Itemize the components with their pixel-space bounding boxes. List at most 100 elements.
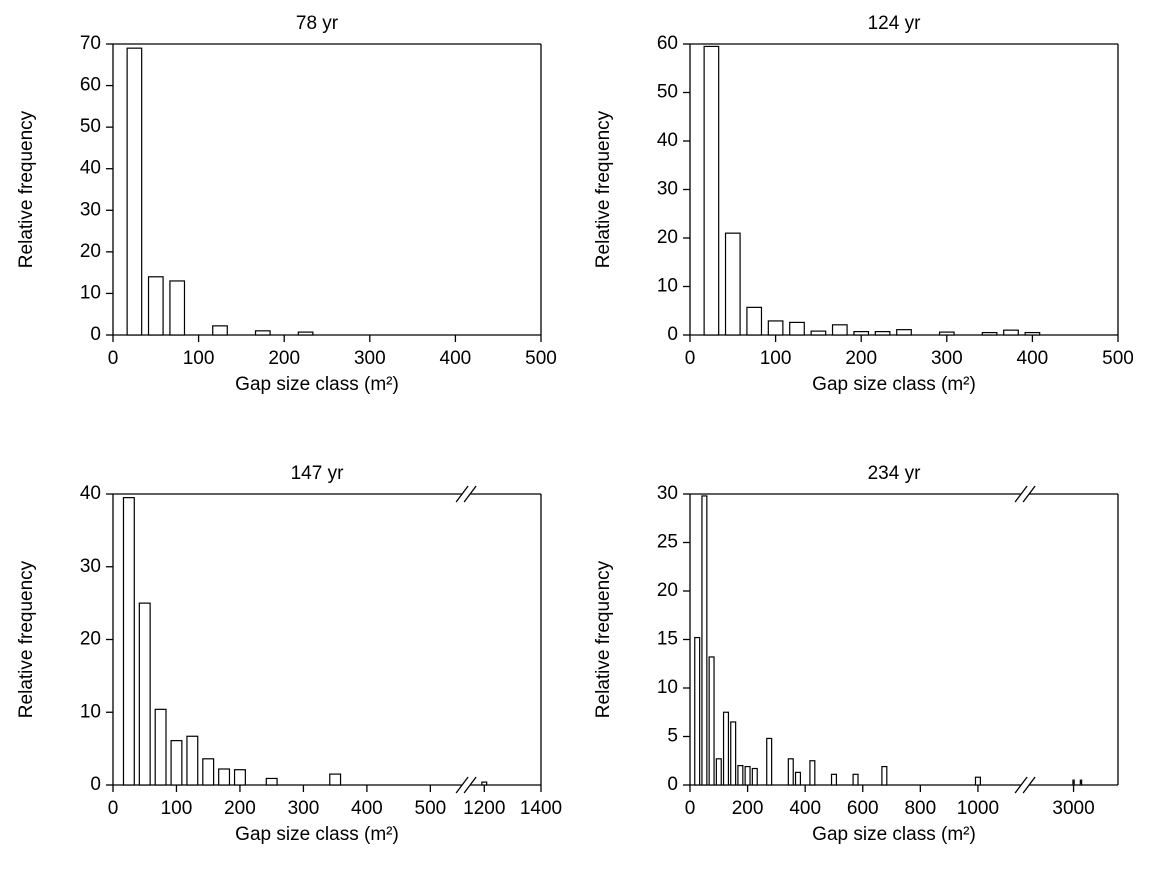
bar — [694, 636, 701, 786]
bar — [766, 737, 773, 786]
bar — [853, 331, 870, 336]
x-axis-label: Gap size class (m²) — [812, 824, 976, 845]
x-tick-label: 1200 — [463, 798, 505, 819]
y-tick-label: 10 — [80, 282, 101, 303]
y-axis-label: Relative frequency — [16, 110, 37, 268]
x-tick-label: 100 — [183, 348, 215, 369]
bar — [254, 330, 271, 336]
y-tick-label: 10 — [80, 701, 101, 722]
x-tick-label: 800 — [904, 798, 936, 819]
bar — [809, 760, 816, 786]
x-tick-label: 400 — [789, 798, 821, 819]
y-tick-label: 30 — [657, 483, 678, 504]
bar — [981, 331, 998, 336]
y-tick-label: 0 — [90, 774, 101, 795]
y-tick-label: 30 — [657, 179, 678, 200]
x-tick-label: 0 — [108, 348, 119, 369]
bar — [787, 758, 794, 786]
bar — [233, 769, 246, 786]
y-tick-label: 30 — [80, 556, 101, 577]
y-tick-label: 50 — [657, 82, 678, 103]
y-tick-label: 60 — [657, 33, 678, 54]
chart-title: 124 yr — [868, 13, 921, 34]
y-tick-label: 60 — [80, 75, 101, 96]
x-tick-label: 0 — [685, 798, 696, 819]
y-tick-label: 0 — [90, 324, 101, 345]
axis-break — [1014, 485, 1028, 503]
bar — [329, 773, 342, 786]
y-tick-label: 15 — [657, 629, 678, 650]
y-tick-label: 40 — [80, 483, 101, 504]
bar — [202, 758, 215, 786]
x-tick-label: 200 — [224, 798, 256, 819]
bar — [265, 777, 278, 786]
y-tick-label: 20 — [657, 227, 678, 248]
x-tick-label: 500 — [415, 798, 447, 819]
x-tick-label: 1400 — [520, 798, 562, 819]
y-axis-label: Relative frequency — [593, 110, 614, 268]
x-axis-label: Gap size class (m²) — [235, 824, 399, 845]
bar — [1024, 331, 1041, 336]
bar — [767, 320, 784, 336]
bar — [481, 781, 488, 786]
chart-title: 78 yr — [296, 13, 339, 34]
x-tick-label: 100 — [161, 798, 193, 819]
y-tick-label: 5 — [667, 726, 678, 747]
bar — [722, 711, 730, 786]
bar — [896, 329, 912, 336]
bar — [810, 330, 827, 336]
bar — [794, 771, 802, 786]
bar — [297, 331, 314, 336]
axis-break — [1022, 776, 1036, 794]
y-tick-label: 20 — [80, 241, 101, 262]
y-tick-label: 40 — [80, 158, 101, 179]
axis-break — [1014, 776, 1028, 794]
x-tick-label: 300 — [931, 348, 963, 369]
bar — [938, 331, 955, 336]
y-tick-label: 70 — [80, 33, 101, 54]
bar — [852, 773, 859, 786]
x-tick-label: 0 — [685, 348, 696, 369]
bar — [789, 321, 805, 336]
x-tick-label: 400 — [1017, 348, 1049, 369]
bar — [724, 232, 741, 336]
y-tick-label: 0 — [667, 774, 678, 795]
x-tick-label: 100 — [760, 348, 792, 369]
x-tick-label: 300 — [354, 348, 386, 369]
bar — [744, 765, 751, 786]
y-tick-label: 25 — [657, 532, 678, 553]
y-tick-label: 10 — [657, 677, 678, 698]
x-tick-label: 500 — [525, 348, 557, 369]
bar — [147, 276, 164, 336]
axis-break — [463, 776, 477, 794]
axis-break — [1022, 485, 1036, 503]
bar — [703, 45, 720, 336]
y-axis-label: Relative frequency — [593, 560, 614, 718]
axis-break — [455, 485, 469, 503]
bar — [126, 47, 143, 336]
bar — [715, 758, 722, 786]
x-axis-label: Gap size class (m²) — [812, 374, 976, 395]
y-tick-label: 40 — [657, 130, 678, 151]
bar — [138, 602, 151, 786]
bar — [122, 497, 135, 786]
bar — [708, 656, 715, 786]
y-tick-label: 30 — [80, 199, 101, 220]
x-tick-label: 1000 — [957, 798, 999, 819]
x-tick-label: 3000 — [1052, 798, 1094, 819]
y-tick-label: 20 — [80, 629, 101, 650]
y-tick-label: 0 — [667, 324, 678, 345]
y-tick-label: 20 — [657, 580, 678, 601]
x-tick-label: 200 — [732, 798, 764, 819]
chart-title: 234 yr — [868, 463, 921, 484]
y-tick-label: 50 — [80, 116, 101, 137]
bar — [830, 773, 838, 786]
bar — [831, 324, 848, 336]
x-tick-label: 200 — [845, 348, 877, 369]
bar — [1079, 779, 1083, 786]
bar — [212, 325, 228, 336]
bar — [170, 740, 183, 786]
x-tick-label: 400 — [440, 348, 472, 369]
x-tick-label: 200 — [268, 348, 300, 369]
bar — [169, 280, 186, 336]
